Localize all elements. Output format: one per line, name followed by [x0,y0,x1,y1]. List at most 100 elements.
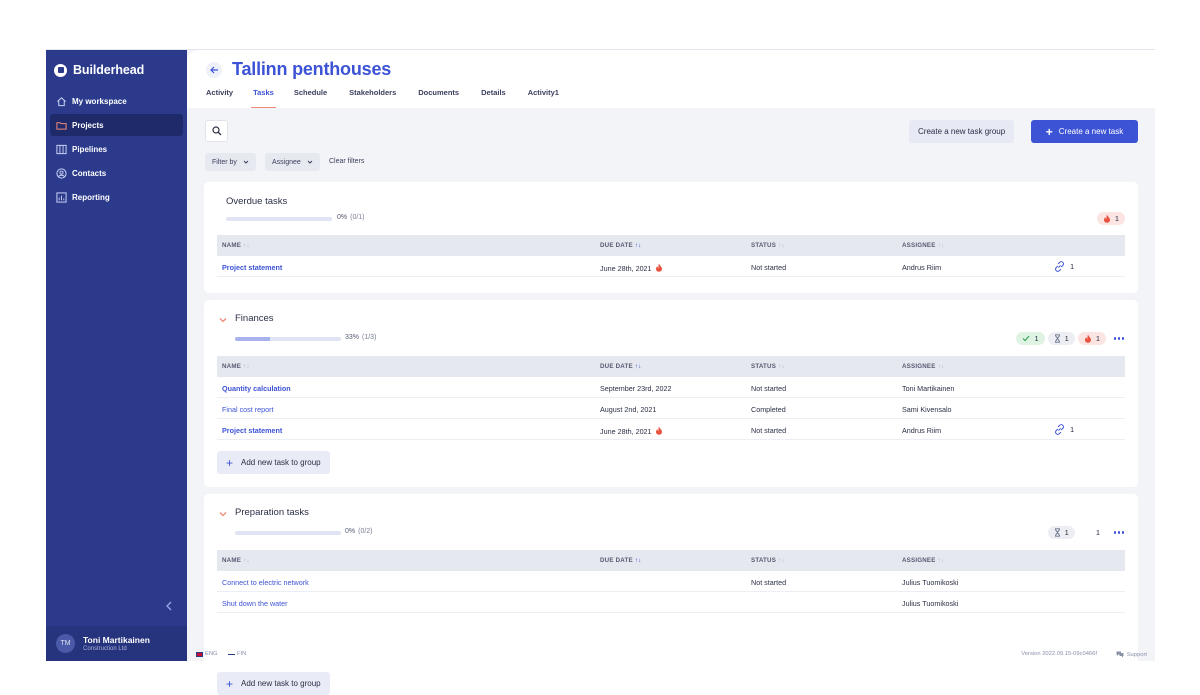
create-task-button[interactable]: + Create a new task [1031,120,1138,143]
column-header-name[interactable]: NAME ↑↓ [222,242,250,249]
column-header-assignee[interactable]: ASSIGNEE ↑↓ [902,557,945,564]
column-header-status[interactable]: STATUS ↑↓ [751,363,785,370]
uk-flag-icon [196,651,203,657]
column-header-due-date[interactable]: DUE DATE ↑↓ [600,363,642,370]
task-name-link[interactable]: Project statement [222,263,283,272]
table-row[interactable]: Final cost report August 2nd, 2021 Compl… [217,398,1125,419]
filter-by-label: Filter by [212,158,237,166]
collapse-sidebar-button[interactable] [162,599,176,613]
user-company: Construction Ltd [83,646,127,652]
task-assignee: Julius Tuomikoski [902,599,959,608]
group-badges: 1 [1096,212,1125,225]
table-header: NAME ↑↓ DUE DATE ↑↓ STATUS ↑↓ ASSIGNEE ↑↓ [217,550,1125,571]
task-name-link[interactable]: Project statement [222,426,283,435]
sidebar-item-reporting[interactable]: Reporting [50,186,183,208]
sidebar-item-projects[interactable]: Projects [50,114,183,136]
task-status: Not started [751,578,787,587]
group-badges: 1 1 [1047,526,1126,539]
avatar: TM [56,634,75,653]
column-header-due-date[interactable]: DUE DATE ↑↓ [600,557,642,564]
sidebar-item-my-workspace[interactable]: My workspace [50,90,183,112]
group-title: Finances [235,313,274,324]
app-window: Builderhead My workspace Projects Pipeli… [46,49,1155,695]
support-link[interactable]: Support [1116,651,1147,658]
group-title: Overdue tasks [226,196,288,207]
table-row[interactable]: Shut down the water Julius Tuomikoski [217,592,1125,613]
tab-activity[interactable]: Activity [206,88,234,97]
task-status: Not started [751,426,787,435]
tab-tasks[interactable]: Tasks [251,88,276,108]
task-assignee: Andrus Riim [902,263,942,272]
column-header-name[interactable]: NAME ↑↓ [222,363,250,370]
group-more-menu-button[interactable] [1112,332,1126,345]
overdue-badge: 1 [1077,332,1106,345]
sidebar-item-pipelines[interactable]: Pipelines [50,138,183,160]
task-group-finances: Finances 33% (1/3) 1 1 1 [204,300,1138,487]
group-badges: 1 1 1 [1016,332,1126,345]
sidebar-item-contacts[interactable]: Contacts [50,162,183,184]
fire-icon [655,426,662,435]
group-more-menu-button[interactable] [1112,526,1126,539]
columns-icon [56,144,67,154]
tab-details[interactable]: Details [481,88,506,97]
sidebar: Builderhead My workspace Projects Pipeli… [46,50,187,661]
column-header-assignee[interactable]: ASSIGNEE ↑↓ [902,363,945,370]
home-icon [57,96,66,106]
column-header-status[interactable]: STATUS ↑↓ [751,557,785,564]
sidebar-nav: My workspace Projects Pipelines Contacts… [50,90,183,210]
column-header-name[interactable]: NAME ↑↓ [222,557,250,564]
plus-icon: + [226,455,234,470]
chart-icon [56,191,67,203]
add-task-label: Add new task to group [241,679,321,688]
chevron-down-icon[interactable] [219,510,227,518]
task-name-link[interactable]: Shut down the water [222,599,288,608]
fi-flag-icon [228,651,235,657]
task-name-link[interactable]: Connect to electric network [222,578,309,587]
column-header-status[interactable]: STATUS ↑↓ [751,242,785,249]
table-row[interactable]: Project statement June 28th, 2021 Not st… [217,256,1125,277]
task-name-link[interactable]: Final cost report [222,405,274,414]
add-task-label: Add new task to group [241,458,321,467]
lang-eng-label: ENG [205,651,218,657]
table-row[interactable]: Quantity calculation September 23rd, 202… [217,377,1125,398]
page-title: Tallinn penthouses [232,59,392,79]
tab-documents[interactable]: Documents [418,88,460,97]
clear-filters-link[interactable]: Clear filters [329,158,365,165]
task-status: Not started [751,384,787,393]
folder-icon [56,121,67,130]
task-name-link[interactable]: Quantity calculation [222,384,291,393]
group-progress-bar [235,337,341,341]
assignee-label: Assignee [272,158,301,166]
support-label: Support [1126,651,1147,658]
completed-badge: 1 [1016,332,1045,345]
add-task-to-group-button[interactable]: + Add new task to group [217,451,330,474]
link-icon [1055,424,1064,435]
table-row[interactable]: Connect to electric network Not started … [217,571,1125,592]
task-links[interactable]: 1 [1054,261,1074,272]
column-header-due-date[interactable]: DUE DATE ↑↓ [600,242,642,249]
table-row[interactable]: Project statement June 28th, 2021 Not st… [217,419,1125,440]
brand[interactable]: Builderhead [54,62,144,78]
tab-stakeholders[interactable]: Stakeholders [349,88,397,97]
hourglass-icon [1054,334,1060,343]
fire-icon [655,263,662,272]
back-button[interactable] [206,62,222,78]
create-task-group-button[interactable]: Create a new task group [909,120,1015,143]
chevron-down-icon[interactable] [219,316,227,324]
user-profile[interactable]: TM Toni Martikainen Construction Ltd [46,626,187,661]
language-eng[interactable]: ENG [196,651,218,657]
column-header-assignee[interactable]: ASSIGNEE ↑↓ [902,242,945,249]
tab-schedule[interactable]: Schedule [293,88,328,97]
task-links[interactable]: 1 [1054,424,1074,435]
group-progress-bar [235,531,341,535]
assignee-dropdown[interactable]: Assignee [265,153,320,171]
search-button[interactable] [205,120,228,142]
progress-percent: 0% [345,528,356,535]
add-task-to-group-button[interactable]: + Add new task to group [217,672,330,695]
language-fin[interactable]: FIN [228,651,246,657]
other-count: 1 [1095,528,1100,537]
filter-by-dropdown[interactable]: Filter by [205,153,256,171]
task-group-preparation: Preparation tasks 0% (0/2) 1 1 NAME ↑↓ [204,494,1138,695]
progress-count: (0/1) [350,214,365,221]
tab-activity1[interactable]: Activity1 [527,88,559,97]
